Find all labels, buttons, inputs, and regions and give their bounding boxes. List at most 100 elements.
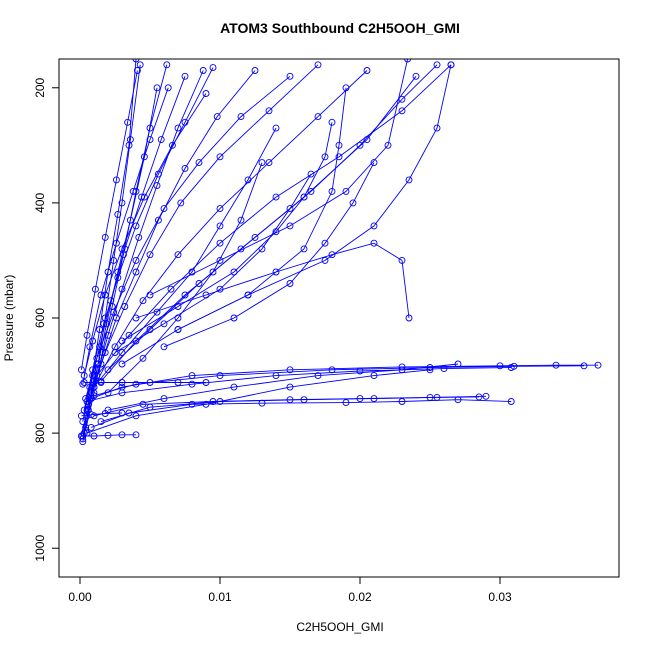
data-point — [426, 366, 434, 374]
x-tick-label: 0.03 — [488, 590, 512, 604]
data-point — [168, 141, 176, 149]
data-point — [216, 285, 224, 293]
data-point — [349, 199, 357, 207]
data-point — [118, 409, 126, 417]
data-point — [129, 187, 137, 195]
data-point — [87, 389, 95, 397]
profile-line — [177, 87, 347, 330]
data-point — [82, 423, 90, 431]
data-point — [265, 159, 273, 167]
data-point — [132, 314, 140, 322]
data-point — [174, 379, 182, 386]
profile-series — [160, 159, 378, 351]
y-axis: 200 400 600 800 1000 — [33, 77, 60, 562]
profile-series — [83, 364, 515, 405]
chart-title: ATOM3 Southbound C2H5OOH_GMI — [220, 20, 460, 36]
profile-series — [79, 84, 172, 388]
data-point — [216, 398, 224, 405]
data-point — [447, 61, 455, 69]
profile-line — [82, 87, 169, 385]
profile-line — [86, 367, 512, 402]
profile-line — [83, 67, 214, 411]
data-point — [132, 256, 140, 264]
data-point — [118, 360, 126, 368]
data-point — [160, 320, 168, 328]
data-point — [110, 308, 118, 316]
data-point — [286, 72, 294, 80]
profile-series — [93, 61, 455, 380]
data-point — [153, 84, 161, 92]
data-point — [398, 107, 406, 115]
data-point — [77, 412, 85, 420]
profile-series — [90, 124, 280, 391]
data-point — [216, 205, 224, 213]
y-tick-label: 1000 — [33, 535, 47, 562]
data-point — [157, 136, 165, 144]
data-point — [160, 205, 168, 213]
data-point — [314, 113, 322, 121]
data-point — [475, 393, 483, 401]
data-point — [404, 59, 412, 63]
data-point — [272, 193, 280, 201]
data-point — [164, 84, 172, 92]
data-point — [202, 400, 210, 408]
data-point — [370, 372, 378, 380]
data-point — [136, 61, 144, 69]
data-point — [104, 389, 112, 397]
data-point — [328, 251, 336, 259]
profile-series — [104, 61, 441, 374]
profile-series — [104, 360, 462, 414]
data-point — [132, 337, 140, 345]
data-point — [104, 366, 112, 374]
data-point — [272, 124, 280, 132]
data-point — [300, 245, 308, 253]
data-point — [146, 403, 154, 411]
data-point — [97, 418, 105, 426]
data-point — [258, 245, 266, 253]
data-point — [135, 233, 143, 241]
data-point — [314, 61, 322, 69]
data-point — [153, 182, 161, 190]
data-point — [251, 67, 259, 74]
data-point — [80, 379, 88, 386]
profile-line — [163, 162, 375, 348]
profile-line — [135, 242, 410, 319]
data-point — [335, 153, 343, 161]
data-point — [110, 256, 118, 264]
data-point — [195, 280, 203, 287]
profile-series — [82, 72, 294, 403]
data-point — [118, 337, 126, 345]
data-point — [230, 268, 238, 276]
data-point — [251, 233, 259, 241]
data-point — [258, 159, 266, 167]
data-point — [118, 349, 126, 356]
data-point — [104, 268, 112, 276]
data-point — [216, 256, 224, 264]
data-point — [594, 361, 602, 369]
profile-line — [82, 434, 136, 437]
data-point — [300, 396, 308, 404]
data-point — [153, 308, 161, 316]
data-point — [482, 392, 490, 400]
profile-series — [87, 61, 322, 397]
data-point — [398, 95, 406, 103]
x-tick-label: 0.01 — [208, 590, 232, 604]
data-point — [160, 395, 168, 403]
data-point — [370, 239, 378, 247]
profile-line — [121, 122, 333, 342]
data-point — [286, 222, 294, 230]
data-point — [90, 372, 98, 380]
data-point — [160, 343, 168, 351]
data-point — [132, 380, 140, 388]
profile-series — [174, 84, 350, 333]
profile-line — [114, 173, 312, 353]
data-point — [342, 399, 350, 407]
data-point — [286, 383, 294, 391]
data-point — [146, 251, 154, 259]
data-point — [86, 343, 94, 351]
profile-line — [91, 364, 598, 400]
data-point — [146, 136, 154, 144]
data-point — [84, 406, 92, 414]
x-axis: 0.00 0.01 0.02 0.03 — [68, 576, 512, 604]
